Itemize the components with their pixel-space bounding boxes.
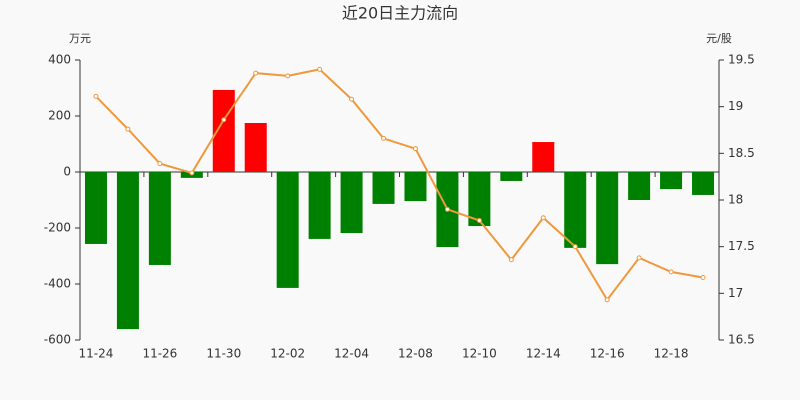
- price-point: [412, 146, 418, 152]
- y-tick-label: -400: [44, 277, 71, 291]
- price-point: [572, 244, 578, 250]
- y2-tick-label: 18: [728, 193, 743, 207]
- y2-tick-label: 19: [728, 99, 743, 113]
- price-point: [668, 269, 674, 275]
- bar: [500, 172, 523, 181]
- bar: [564, 172, 587, 248]
- bar: [372, 172, 395, 204]
- price-point: [700, 274, 706, 280]
- price-point: [540, 215, 546, 221]
- price-line: [95, 68, 704, 302]
- y2-tick-label: 19.5: [728, 53, 755, 67]
- bar: [628, 172, 651, 200]
- bar: [116, 172, 139, 330]
- price-point: [604, 297, 610, 303]
- y-axis-label: 万元: [69, 32, 91, 45]
- y-tick-label: 0: [63, 165, 71, 179]
- bar: [404, 172, 427, 202]
- x-tick-label: 12-02: [270, 347, 305, 361]
- y2-axis-label: 元/股: [706, 32, 732, 45]
- price-point: [253, 70, 259, 76]
- y2-tick-label: 17.5: [728, 239, 755, 253]
- x-tick-label: 11-26: [142, 347, 177, 361]
- bar: [532, 142, 555, 172]
- bar: [308, 172, 331, 239]
- y2-tick-label: 17: [728, 286, 743, 300]
- price-point: [189, 170, 195, 176]
- y-tick-label: 200: [48, 109, 71, 123]
- y-tick-label: -200: [44, 221, 71, 235]
- price-point: [221, 117, 227, 123]
- bar: [148, 172, 171, 265]
- x-tick-label: 12-08: [398, 347, 433, 361]
- x-tick-label: 12-10: [462, 347, 497, 361]
- bar: [660, 172, 683, 190]
- bar: [468, 172, 491, 227]
- price-point: [381, 135, 387, 141]
- price-point: [125, 126, 131, 132]
- bar: [244, 123, 267, 172]
- bar: [596, 172, 619, 265]
- price-point: [444, 206, 450, 212]
- y-tick-label: 400: [48, 53, 71, 67]
- bar: [276, 172, 299, 288]
- bar: [340, 172, 363, 234]
- price-point: [285, 73, 291, 79]
- x-tick-label: 12-14: [526, 347, 561, 361]
- price-point: [317, 66, 323, 72]
- price-point: [636, 255, 642, 261]
- bar: [692, 172, 715, 195]
- y2-tick-label: 16.5: [728, 333, 755, 347]
- x-tick-label: 12-16: [590, 347, 625, 361]
- x-tick-label: 11-30: [206, 347, 241, 361]
- price-point: [349, 96, 355, 102]
- x-tick-label: 12-04: [334, 347, 369, 361]
- y-tick-label: -600: [44, 333, 71, 347]
- bar: [84, 172, 107, 244]
- price-point: [508, 257, 514, 263]
- chart-title: 近20日主力流向: [342, 4, 458, 23]
- price-point: [157, 161, 163, 167]
- x-tick-label: 11-24: [79, 347, 114, 361]
- price-point: [476, 218, 482, 224]
- price-point: [93, 93, 99, 99]
- y2-tick-label: 18.5: [728, 146, 755, 160]
- x-tick-label: 12-18: [654, 347, 689, 361]
